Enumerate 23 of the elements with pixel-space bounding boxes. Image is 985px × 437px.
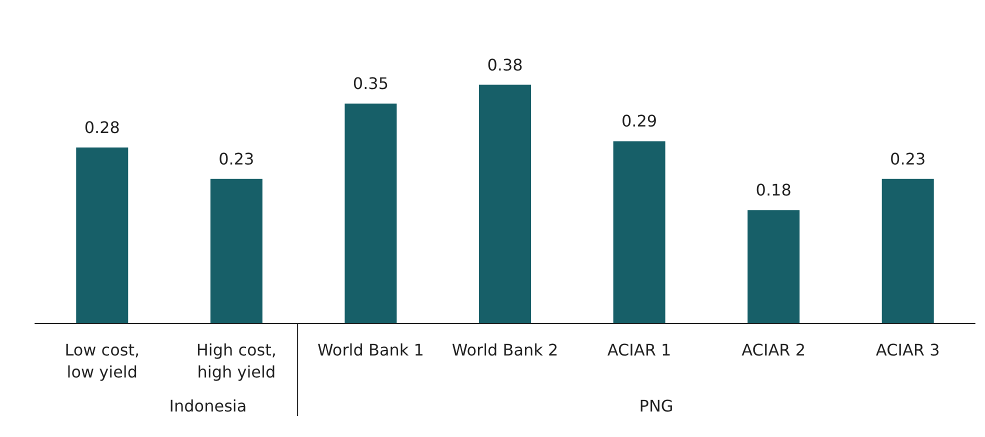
data-label: 0.18	[756, 180, 792, 200]
bar	[882, 178, 934, 323]
x-tick-label: Low cost, low yield	[64, 340, 140, 382]
bar	[748, 210, 800, 323]
data-label: 0.38	[487, 55, 523, 74]
bar	[479, 84, 531, 323]
x-tick-label: World Bank 1	[318, 340, 424, 360]
text: Indonesia	[169, 396, 247, 416]
bar	[210, 178, 262, 323]
x-tick-label: High cost, high yield	[196, 340, 276, 382]
data-label: 0.28	[84, 118, 120, 137]
x-tick-label: ACIAR 2	[742, 340, 806, 360]
data-label: 0.35	[352, 74, 389, 94]
x-tick-label: ACIAR 1	[607, 340, 672, 360]
x-tick-label: ACIAR 3	[876, 340, 940, 360]
bar	[613, 141, 666, 323]
bar	[344, 104, 397, 323]
text: PNG	[639, 396, 674, 416]
data-label: 0.23	[218, 149, 254, 168]
x-tick-label: World Bank 2	[452, 340, 558, 360]
data-label: 0.29	[621, 112, 658, 131]
bar	[76, 147, 128, 323]
data-label: 0.23	[890, 149, 926, 168]
